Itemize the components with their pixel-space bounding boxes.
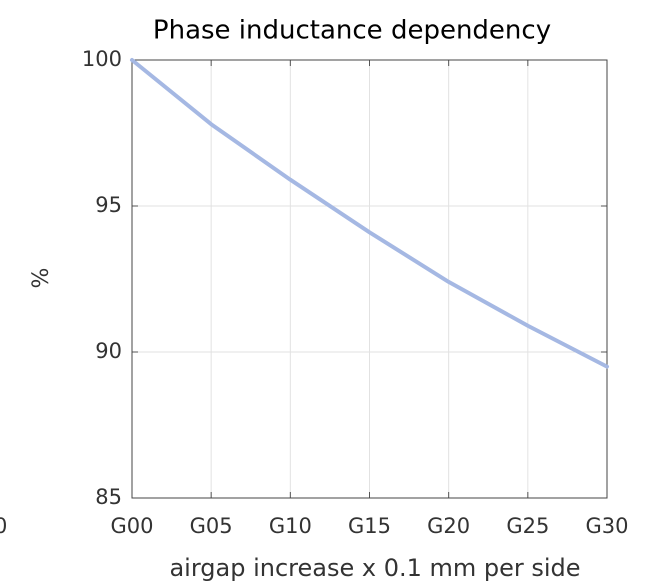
x-tick-label: G00 <box>111 514 154 538</box>
x-tick-label: G05 <box>190 514 233 538</box>
y-tick-label: 90 <box>95 339 122 363</box>
y-axis-label: % <box>29 268 54 289</box>
line-series <box>130 58 609 369</box>
plot-frame <box>131 59 608 499</box>
x-tick-label: G10 <box>269 514 312 538</box>
y-tick-label: 100 <box>82 47 122 71</box>
chart-title: Phase inductance dependency <box>153 16 551 46</box>
edge-label: 0 <box>0 514 7 538</box>
y-tick-label: 85 <box>95 485 122 509</box>
y-tick-label: 95 <box>95 193 122 217</box>
x-tick-label: G20 <box>427 514 470 538</box>
x-axis-label: airgap increase x 0.1 mm per side <box>169 554 580 582</box>
x-tick-label: G15 <box>348 514 391 538</box>
x-tick-label: G30 <box>586 514 629 538</box>
x-tick-label: G25 <box>506 514 549 538</box>
